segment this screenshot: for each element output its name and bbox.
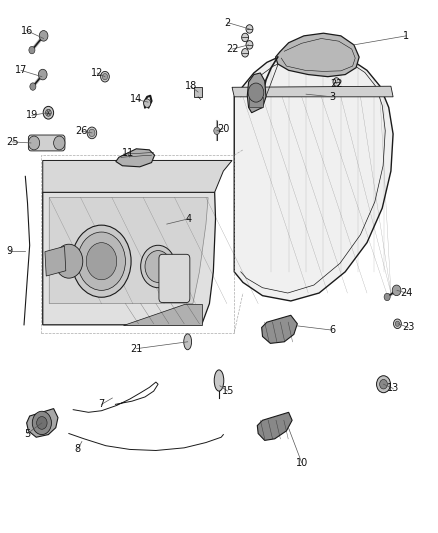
Text: 25: 25	[6, 137, 18, 147]
Circle shape	[377, 376, 391, 393]
Circle shape	[37, 417, 47, 429]
Ellipse shape	[184, 334, 191, 350]
Polygon shape	[276, 33, 359, 77]
Text: 10: 10	[296, 458, 308, 467]
Circle shape	[384, 293, 390, 301]
Circle shape	[72, 225, 131, 297]
Circle shape	[242, 49, 249, 57]
Text: 21: 21	[130, 344, 142, 354]
Polygon shape	[116, 149, 155, 167]
Circle shape	[333, 78, 340, 86]
Circle shape	[246, 41, 253, 49]
Ellipse shape	[214, 370, 224, 391]
Circle shape	[89, 129, 95, 136]
Text: 4: 4	[185, 214, 191, 224]
Circle shape	[102, 74, 108, 80]
Circle shape	[32, 411, 51, 434]
Text: 8: 8	[74, 445, 81, 455]
Circle shape	[145, 251, 171, 282]
Text: 1: 1	[403, 31, 409, 41]
Polygon shape	[123, 304, 201, 325]
Circle shape	[43, 107, 53, 119]
Circle shape	[39, 69, 47, 80]
Text: 20: 20	[217, 124, 230, 134]
Circle shape	[144, 99, 151, 108]
Circle shape	[380, 379, 388, 389]
Circle shape	[87, 127, 97, 139]
Polygon shape	[249, 97, 262, 108]
Text: 18: 18	[184, 81, 197, 91]
Circle shape	[393, 319, 401, 328]
Circle shape	[46, 109, 51, 116]
Text: 22: 22	[226, 44, 238, 54]
Circle shape	[392, 285, 401, 296]
Text: 13: 13	[387, 383, 399, 393]
Circle shape	[395, 321, 399, 326]
Circle shape	[28, 136, 40, 150]
Text: 16: 16	[21, 26, 33, 36]
Circle shape	[214, 127, 220, 134]
Polygon shape	[43, 192, 215, 325]
Circle shape	[248, 83, 264, 102]
Circle shape	[53, 136, 65, 150]
Text: 5: 5	[25, 429, 31, 439]
Circle shape	[242, 33, 249, 42]
Text: 23: 23	[402, 322, 414, 333]
FancyBboxPatch shape	[28, 135, 65, 151]
Polygon shape	[257, 413, 292, 440]
Text: 22: 22	[330, 78, 343, 88]
Text: 12: 12	[91, 68, 103, 78]
Bar	[194, 87, 202, 97]
Polygon shape	[43, 160, 232, 192]
Polygon shape	[49, 198, 208, 304]
Text: 17: 17	[15, 66, 27, 75]
Circle shape	[78, 232, 125, 290]
Polygon shape	[247, 73, 266, 113]
Circle shape	[141, 245, 176, 288]
Circle shape	[101, 71, 110, 82]
Circle shape	[55, 244, 83, 278]
Polygon shape	[234, 50, 393, 301]
Circle shape	[39, 30, 48, 41]
Text: 26: 26	[76, 126, 88, 136]
Text: 11: 11	[121, 148, 134, 158]
Circle shape	[29, 46, 35, 54]
FancyBboxPatch shape	[159, 254, 190, 303]
Text: 14: 14	[130, 94, 142, 104]
Text: 19: 19	[26, 110, 38, 120]
Circle shape	[246, 25, 253, 33]
Text: 6: 6	[329, 325, 335, 335]
Text: 24: 24	[400, 288, 412, 298]
Polygon shape	[27, 409, 58, 437]
Text: 2: 2	[225, 18, 231, 28]
Circle shape	[86, 243, 117, 280]
Polygon shape	[45, 246, 66, 276]
Text: 9: 9	[6, 246, 12, 256]
Polygon shape	[261, 316, 297, 343]
Polygon shape	[232, 86, 393, 97]
Text: 7: 7	[99, 399, 105, 409]
Circle shape	[30, 83, 36, 90]
Text: 3: 3	[329, 92, 335, 102]
Text: 15: 15	[222, 386, 234, 396]
